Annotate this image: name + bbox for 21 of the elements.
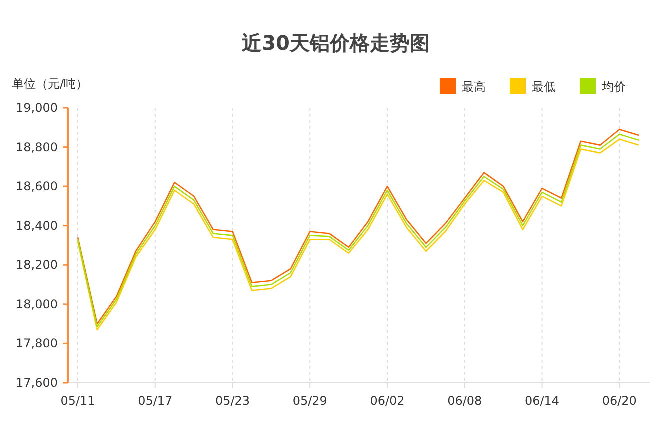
y-tick-label: 17,600 (16, 376, 58, 390)
x-tick-label: 05/29 (292, 394, 328, 408)
y-tick-label: 19,000 (16, 101, 58, 115)
legend-label: 最高 (462, 80, 486, 94)
y-axis-title: 单位（元/吨） (12, 77, 88, 91)
x-tick-label: 05/11 (60, 394, 96, 408)
x-tick-label: 06/20 (602, 394, 637, 408)
y-tick-label: 18,800 (16, 140, 58, 154)
legend-label: 最低 (532, 80, 556, 94)
y-tick-label: 18,200 (16, 258, 58, 272)
x-tick-label: 06/02 (370, 394, 405, 408)
x-tick-label: 06/14 (524, 394, 560, 408)
y-tick-label: 18,400 (16, 218, 58, 233)
y-tick-label: 18,000 (16, 297, 58, 312)
y-tick-label: 18,600 (16, 180, 58, 194)
legend-label: 均价 (601, 80, 626, 94)
chart-title: 近30天铝价格走势图 (241, 31, 430, 55)
x-tick-label: 05/17 (138, 394, 173, 408)
x-tick-label: 06/08 (448, 394, 482, 408)
x-tick-label: 05/23 (215, 394, 250, 408)
y-tick-label: 17,800 (16, 336, 58, 351)
